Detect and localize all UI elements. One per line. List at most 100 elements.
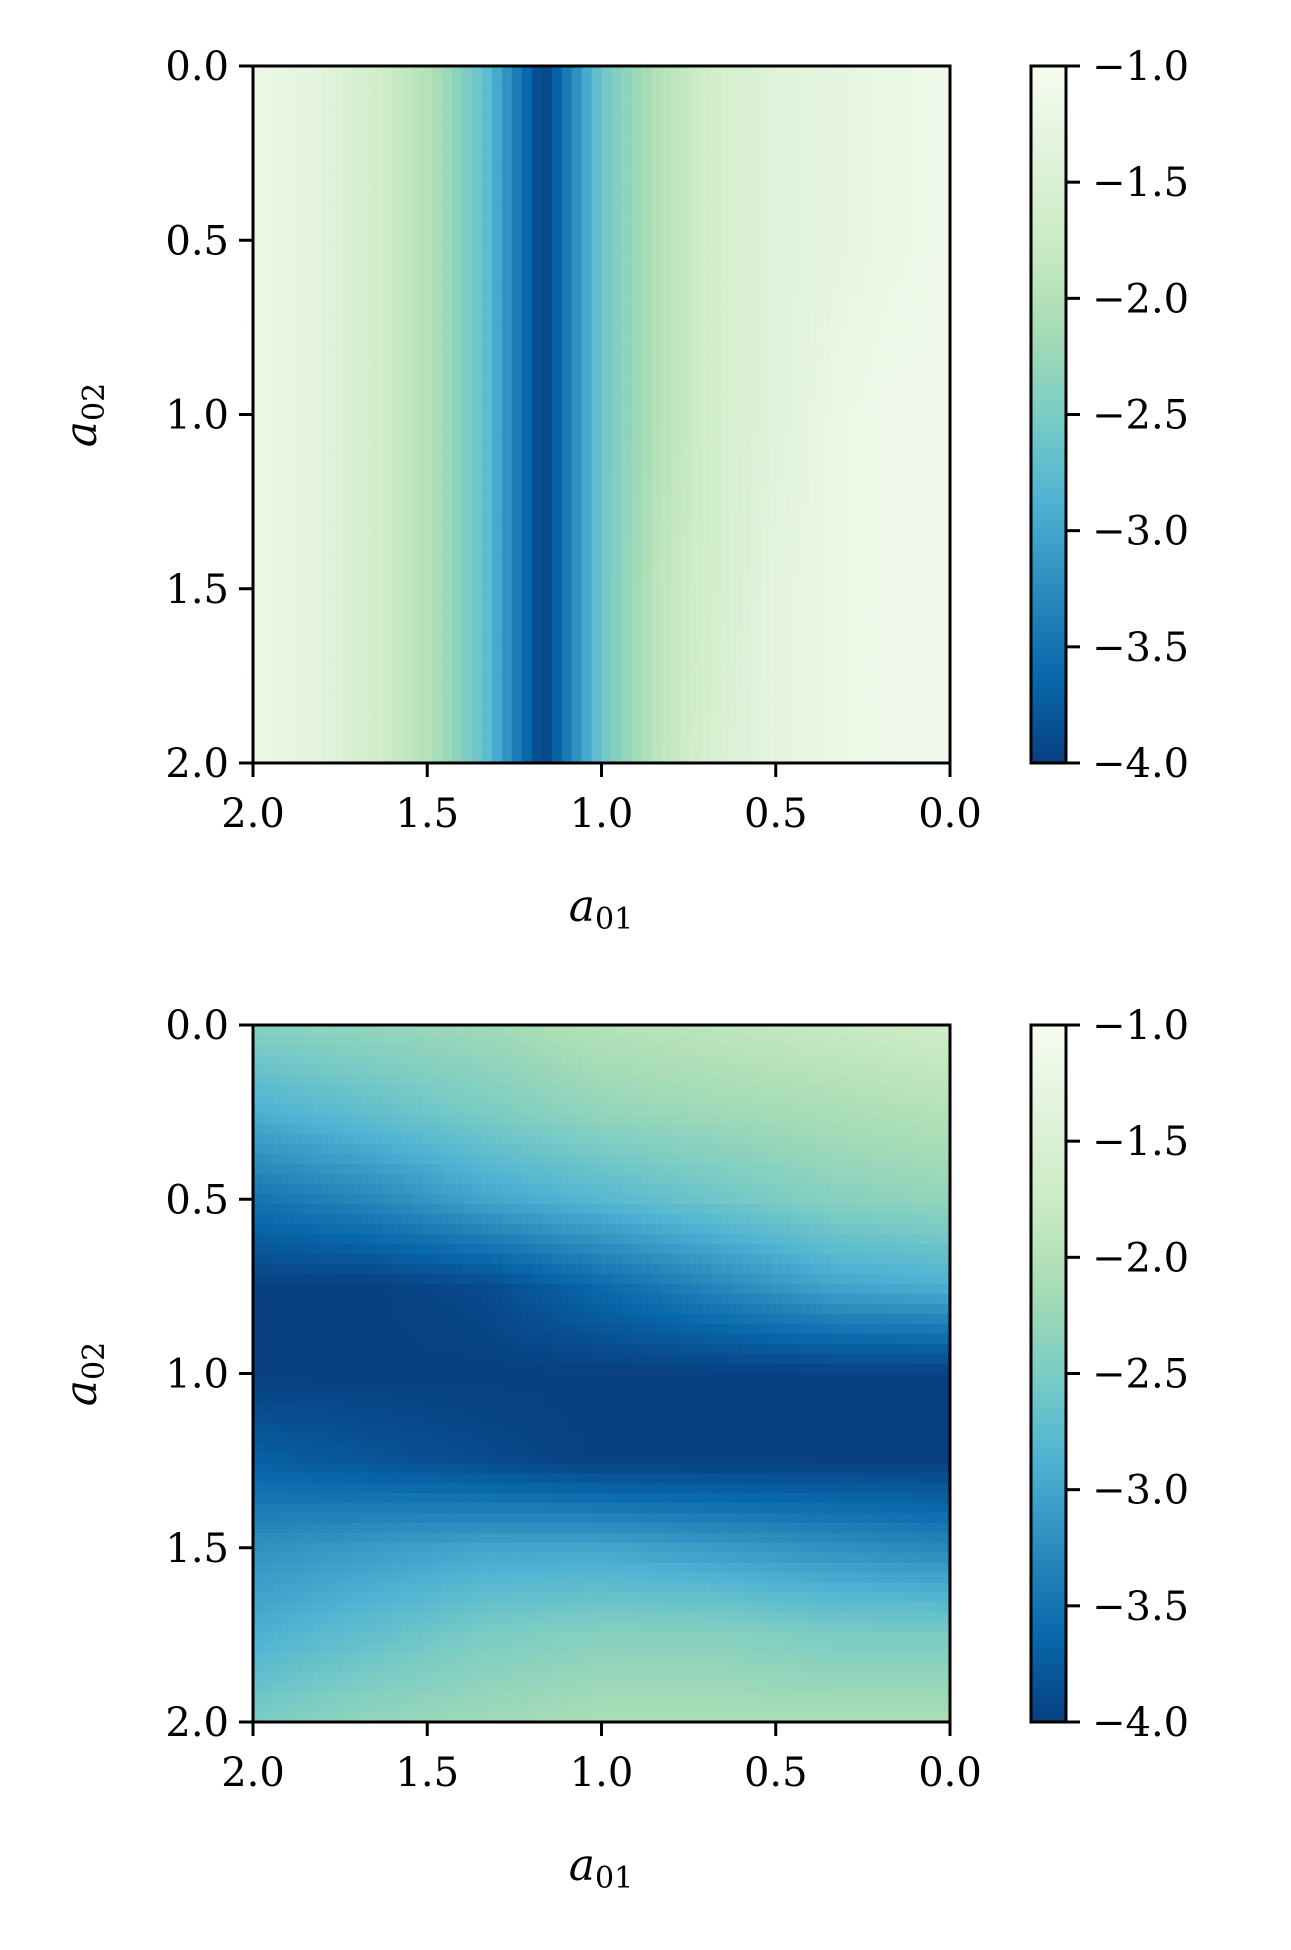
heatmap-cell [342, 295, 354, 306]
heatmap-cell [930, 185, 941, 197]
heatmap-cell [561, 364, 573, 376]
heatmap-cell [830, 553, 842, 565]
heatmap-cell [551, 334, 563, 346]
heatmap-cell [352, 285, 364, 296]
heatmap-cell [332, 723, 344, 734]
heatmap-cell [491, 474, 503, 485]
heatmap-cell [432, 364, 443, 376]
heatmap-cell [870, 693, 881, 704]
heatmap-cell [760, 444, 772, 455]
heatmap-cell [720, 723, 732, 734]
heatmap-cell [780, 603, 792, 615]
heatmap-cell [890, 553, 901, 565]
heatmap-cell [551, 673, 563, 684]
heatmap-cell [312, 85, 324, 97]
heatmap-cell [671, 633, 682, 645]
heatmap-cell [930, 125, 941, 137]
heatmap-cell [780, 344, 792, 356]
heatmap-cell [322, 733, 334, 744]
heatmap-cell [362, 494, 374, 505]
heatmap-cell [681, 504, 692, 515]
heatmap-cell [352, 733, 364, 744]
heatmap-cell [472, 673, 483, 684]
heatmap-cell [641, 374, 652, 386]
heatmap-cell [541, 663, 553, 674]
heatmap-cell [352, 573, 364, 585]
heatmap-cell [780, 583, 792, 595]
heatmap-cell [382, 524, 393, 535]
heatmap-cell [253, 504, 264, 515]
heatmap-cell [740, 673, 752, 684]
heatmap-cell [701, 713, 712, 724]
heatmap-cell [611, 733, 623, 744]
heatmap-cell [521, 225, 533, 236]
heatmap-cell [372, 275, 384, 286]
heatmap-cell [472, 484, 483, 495]
heatmap-cell [292, 683, 304, 694]
heatmap-cell [412, 145, 423, 157]
heatmap-cell [551, 1025, 563, 1036]
heatmap-cell [671, 524, 682, 535]
heatmap-cell [491, 85, 503, 97]
heatmap-cell [591, 354, 603, 366]
heatmap-cell [392, 145, 403, 157]
heatmap-cell [760, 205, 772, 216]
heatmap-cell [332, 454, 344, 465]
heatmap-cell [681, 215, 692, 226]
heatmap-cell [641, 593, 652, 605]
heatmap-cell [292, 524, 304, 535]
heatmap-cell [681, 304, 692, 316]
heatmap-cell [810, 165, 822, 177]
heatmap-cell [452, 1025, 463, 1036]
heatmap-cell [432, 295, 443, 306]
heatmap-cell [302, 394, 314, 406]
heatmap-cell [830, 215, 842, 226]
heatmap-cell [352, 583, 364, 595]
heatmap-cell [611, 374, 623, 386]
heatmap-cell [312, 623, 324, 635]
heatmap-cell [372, 404, 384, 416]
heatmap-cell [511, 753, 523, 764]
heatmap-cell [631, 384, 642, 396]
heatmap-cell [711, 733, 722, 744]
heatmap-cell [691, 593, 702, 605]
heatmap-cell [511, 135, 523, 147]
heatmap-cell [322, 324, 334, 336]
heatmap-cell [800, 653, 812, 665]
heatmap-cell [701, 344, 712, 356]
heatmap-cell [930, 663, 941, 674]
heatmap-cell [860, 613, 871, 625]
y-tick-label: 1.5 [165, 567, 229, 613]
heatmap-cell [332, 613, 344, 625]
heatmap-cell [491, 723, 503, 734]
heatmap-cell [382, 66, 393, 77]
heatmap-cell [482, 255, 493, 266]
heatmap-cell [681, 235, 692, 246]
heatmap-cell [840, 673, 852, 684]
heatmap-cell [332, 285, 344, 296]
heatmap-cell [312, 553, 324, 565]
heatmap-cell [272, 553, 284, 565]
heatmap-cell [253, 225, 264, 236]
heatmap-cell [292, 563, 304, 575]
heatmap-cell [820, 185, 832, 197]
heatmap-cell [760, 533, 772, 545]
heatmap-cell [322, 1025, 334, 1036]
heatmap-cell [631, 563, 642, 575]
heatmap-cell [282, 364, 294, 376]
heatmap-cell [382, 374, 393, 386]
heatmap-cell [501, 563, 513, 575]
heatmap-cell [880, 613, 891, 625]
heatmap-cell [740, 454, 752, 465]
heatmap-cell [462, 524, 473, 535]
heatmap-cell [920, 573, 931, 585]
heatmap-cell [521, 394, 533, 406]
heatmap-cell [770, 364, 782, 376]
heatmap-cell [730, 404, 742, 416]
heatmap-cell [651, 464, 662, 475]
heatmap-cell [561, 444, 573, 455]
heatmap-cell [880, 533, 891, 545]
heatmap-cell [770, 265, 782, 276]
heatmap-cell [940, 484, 951, 495]
heatmap-cell [462, 683, 473, 694]
